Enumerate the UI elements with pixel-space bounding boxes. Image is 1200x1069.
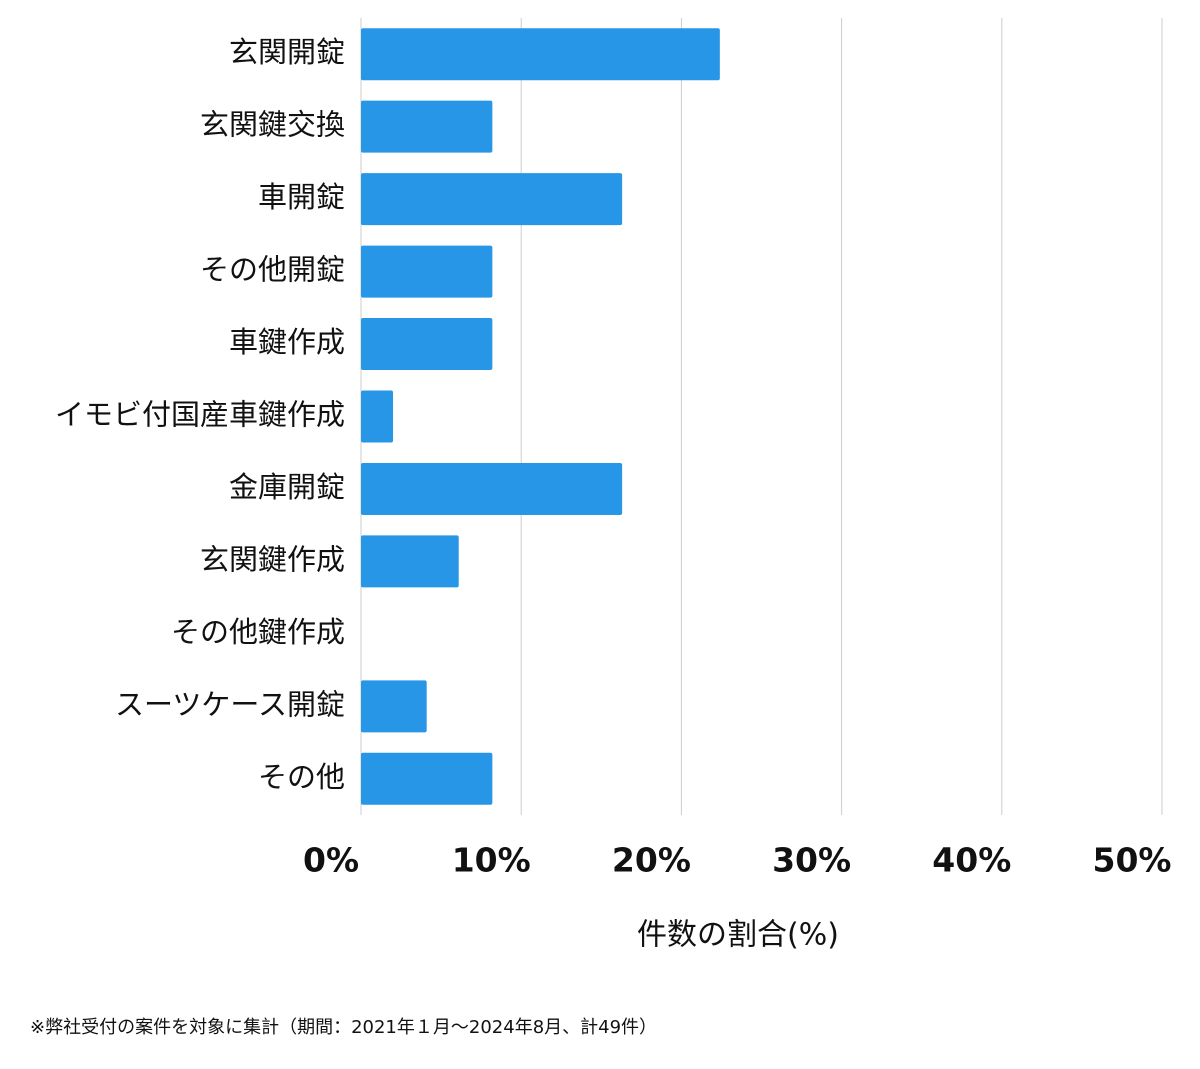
x-tick-label: 40% xyxy=(932,841,1011,880)
bar xyxy=(361,390,394,443)
bar xyxy=(361,245,493,298)
y-tick-label: 玄関鍵交換 xyxy=(200,108,345,142)
x-tick-label: 0% xyxy=(303,841,359,880)
x-tick-label: 20% xyxy=(612,841,691,880)
y-tick-label: 金庫開錠 xyxy=(229,470,345,504)
y-tick-label: その他開錠 xyxy=(200,253,345,287)
bar xyxy=(361,462,623,515)
y-tick-label: その他 xyxy=(258,760,345,794)
y-tick-label: スーツケース開錠 xyxy=(115,687,345,721)
bar xyxy=(361,173,623,226)
x-tick-label: 30% xyxy=(772,841,851,880)
x-axis-title: 件数の割合(%) xyxy=(637,918,839,953)
y-tick-label: イモビ付国産車鍵作成 xyxy=(55,398,345,432)
bar xyxy=(361,535,459,588)
bar xyxy=(361,318,493,371)
y-tick-label: 玄関開錠 xyxy=(229,35,345,69)
bar xyxy=(361,28,720,81)
footnote: ※弊社受付の案件を対象に集計（期間：2021年１月〜2024年8月、計49件） xyxy=(30,1017,657,1038)
bar xyxy=(361,100,493,153)
x-tick-label: 50% xyxy=(1093,841,1172,880)
y-tick-label: 車鍵作成 xyxy=(229,325,345,359)
x-tick-label: 10% xyxy=(452,841,531,880)
y-tick-label: 車開錠 xyxy=(258,180,345,214)
y-tick-label: 玄関鍵作成 xyxy=(200,542,345,576)
bar xyxy=(361,680,427,733)
y-tick-label: その他鍵作成 xyxy=(171,615,345,649)
bar xyxy=(361,752,493,805)
